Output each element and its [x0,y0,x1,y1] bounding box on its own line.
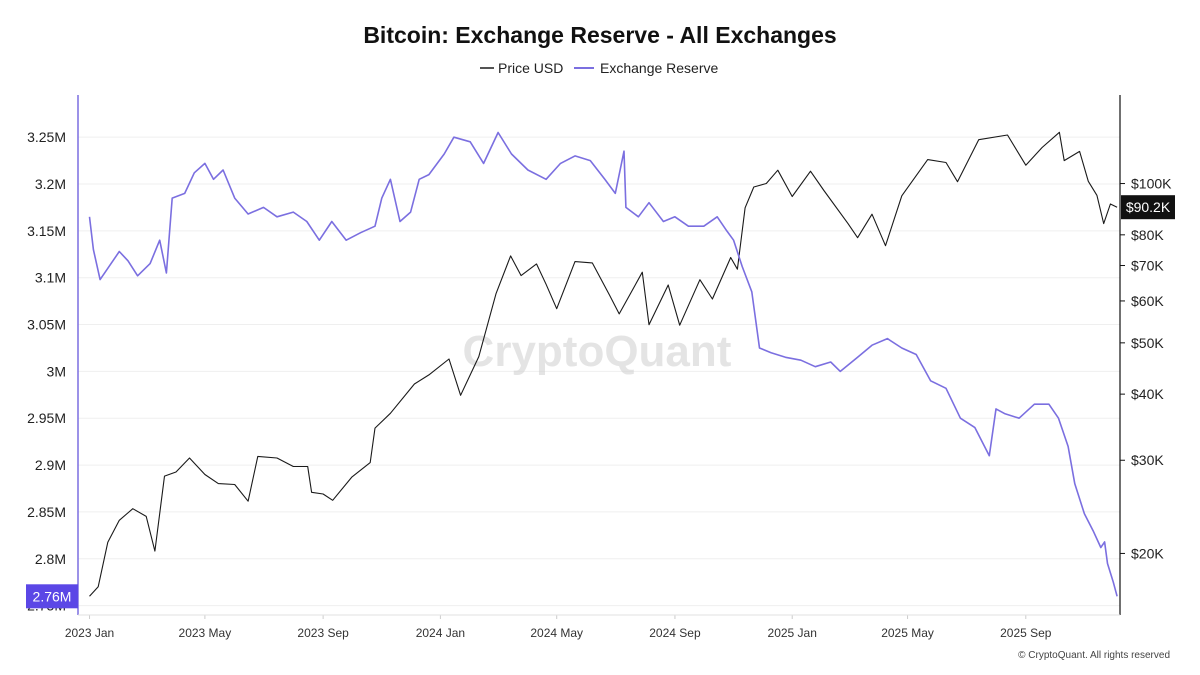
left-tick-label: 2.85M [27,504,66,520]
right-tick-label: $50K [1131,335,1164,351]
right-tick-label: $30K [1131,452,1164,468]
left-tick-label: 2.9M [35,457,66,473]
legend: Price USD Exchange Reserve [480,60,719,76]
right-tick-label: $60K [1131,293,1164,309]
right-tick-label: $40K [1131,386,1164,402]
legend-reserve-label: Exchange Reserve [600,60,719,76]
left-tick-label: 3.2M [35,176,66,192]
x-tick-label: 2023 May [179,626,232,640]
right-tick-label: $20K [1131,545,1164,561]
watermark: CryptoQuant [463,327,732,376]
current-reserve-value: 2.76M [33,588,72,604]
left-tick-label: 2.95M [27,410,66,426]
reserve-series-line [88,131,1118,597]
current-reserve-badge-bg [26,584,78,609]
x-tick-label: 2025 May [881,626,934,640]
left-tick-label: 3.15M [27,223,66,239]
x-tick-label: 2025 Jan [768,626,817,640]
right-axis-ticks: $20K $30K $40K $50K $60K $70K $80K $100K [1120,176,1172,561]
x-axis-ticks: 2023 Jan 2023 May 2023 Sep 2024 Jan 2024 May… [65,615,1052,640]
right-tick-label: $100K [1131,176,1172,192]
x-tick-label: 2024 Jan [416,626,465,640]
x-tick-label: 2024 Sep [649,626,701,640]
current-price-value: $90.2K [1126,199,1171,215]
x-tick-label: 2023 Jan [65,626,114,640]
left-tick-label: 3.05M [27,317,66,333]
grid [78,136,1120,607]
current-reserve-badge: 2.76M [26,584,78,609]
legend-price-label: Price USD [498,60,563,76]
right-tick-label: $80K [1131,227,1164,243]
left-tick-label: 2.8M [35,551,66,567]
chart-title: Bitcoin: Exchange Reserve - All Exchange… [363,22,836,48]
x-tick-label: 2023 Sep [297,626,349,640]
price-series-line [89,131,1118,597]
x-tick-label: 2024 May [530,626,583,640]
left-tick-label: 3M [47,363,66,379]
left-tick-label: 3.25M [27,129,66,145]
current-price-badge-bg [1121,195,1175,220]
current-price-badge: $90.2K [1121,195,1175,220]
right-tick-label: $70K [1131,258,1164,274]
x-tick-label: 2025 Sep [1000,626,1052,640]
left-axis-ticks: 2.75M2.8M2.85M2.9M2.95M3M3.05M3.1M3.15M3… [27,129,66,613]
left-tick-label: 3.1M [35,270,66,286]
copyright-text: © CryptoQuant. All rights reserved [1018,650,1170,661]
